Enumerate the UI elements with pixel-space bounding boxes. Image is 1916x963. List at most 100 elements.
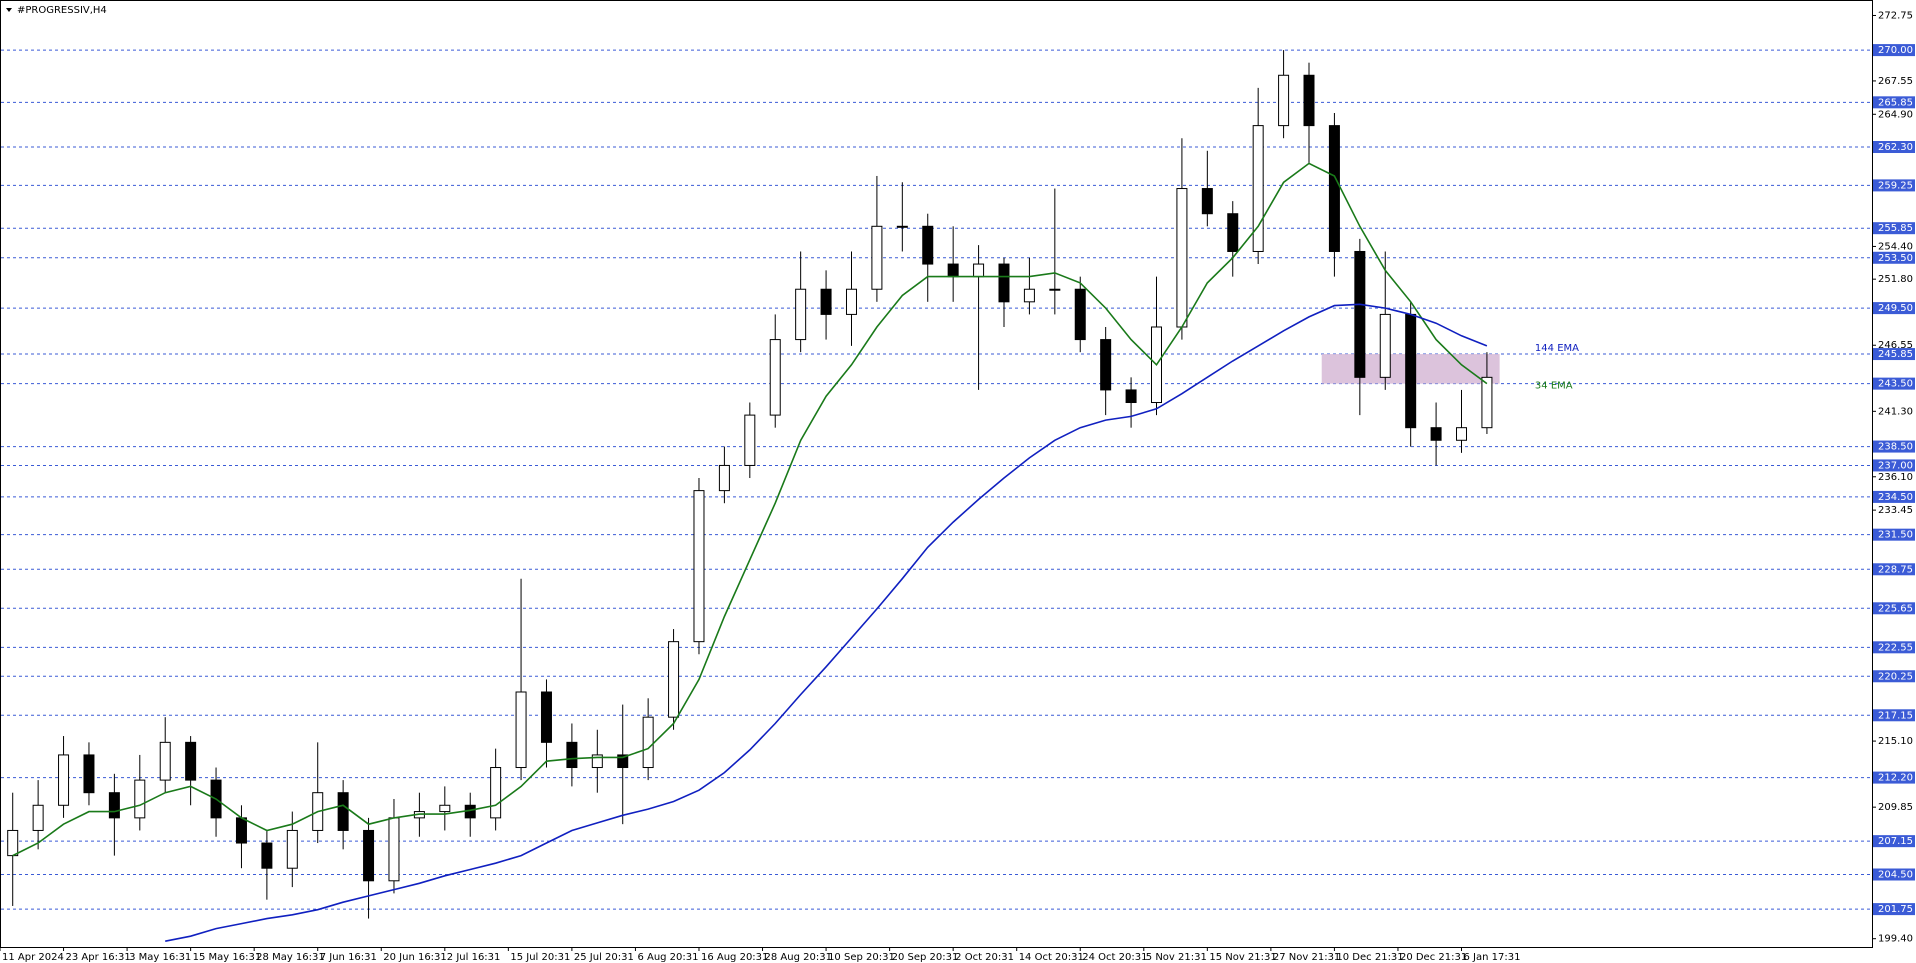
level-label: 204.50 <box>1878 870 1913 881</box>
level-label: 231.50 <box>1878 530 1913 541</box>
candle-body <box>1430 427 1442 441</box>
level-label-box <box>1873 377 1915 390</box>
level-label-box <box>1873 490 1915 503</box>
level-label: 237.00 <box>1878 460 1913 471</box>
level-label-box <box>1873 302 1915 315</box>
x-tick-label: 16 Aug 20:31 <box>701 952 768 963</box>
level-label-box <box>1873 835 1915 848</box>
x-tick-label: 20 Jun 16:31 <box>383 952 447 963</box>
y-tick-label: 254.40 <box>1878 241 1913 252</box>
level-label-box <box>1873 670 1915 683</box>
level-label-box <box>1873 44 1915 57</box>
level-label: 212.20 <box>1878 773 1913 784</box>
menu-triangle <box>6 8 12 12</box>
x-tick-label: 20 Dec 21:31 <box>1400 952 1467 963</box>
level-label-box <box>1873 348 1915 361</box>
level-label: 259.25 <box>1878 180 1913 191</box>
y-tick-label: 199.40 <box>1878 934 1913 945</box>
candle-body <box>1278 74 1290 127</box>
candle-body <box>1100 339 1112 391</box>
candle-body <box>1201 188 1213 215</box>
level-label-box <box>1873 602 1915 615</box>
level-label: 220.25 <box>1878 671 1913 682</box>
candle-body <box>1303 74 1315 127</box>
candle-body <box>820 288 832 315</box>
y-tick-label: 267.55 <box>1878 76 1913 87</box>
x-tick-label: 28 Aug 20:31 <box>765 952 832 963</box>
level-label-box <box>1873 709 1915 722</box>
candle-body <box>591 754 603 769</box>
x-tick-label: 6 Jan 17:31 <box>1464 952 1521 963</box>
candle-body <box>617 754 629 769</box>
candle-body <box>108 792 120 819</box>
candle-body <box>540 691 552 743</box>
level-label-box <box>1873 459 1915 472</box>
candle-body <box>7 829 19 857</box>
x-tick-label: 14 Oct 20:31 <box>1019 952 1084 963</box>
candle-body <box>159 741 171 781</box>
candle-body <box>871 225 883 290</box>
level-label: 270.00 <box>1878 45 1913 56</box>
candle-body <box>744 414 756 466</box>
level-label-box <box>1873 868 1915 881</box>
level-label: 243.50 <box>1878 379 1913 390</box>
candle-body <box>922 225 934 265</box>
level-label-box <box>1873 528 1915 541</box>
candle-body <box>1456 427 1468 441</box>
y-tick-label: 246.55 <box>1878 340 1913 351</box>
candle-body <box>235 817 247 844</box>
candle-body <box>1176 188 1188 328</box>
level-label: 262.30 <box>1878 142 1913 153</box>
y-tick-label: 272.75 <box>1878 10 1913 21</box>
x-tick-label: 10 Dec 21:31 <box>1336 952 1403 963</box>
level-label: 238.50 <box>1878 442 1913 453</box>
candle-body <box>439 804 451 813</box>
candle-body <box>998 263 1010 303</box>
level-label-box <box>1873 563 1915 576</box>
level-label: 253.50 <box>1878 253 1913 264</box>
x-tick-label: 3 May 16:31 <box>129 952 191 963</box>
y-tick-label: 264.90 <box>1878 109 1913 120</box>
candle-body <box>668 641 680 718</box>
candle-body <box>1328 125 1340 252</box>
level-label: 201.75 <box>1878 904 1913 915</box>
level-label-box <box>1873 141 1915 154</box>
x-tick-label: 6 Aug 20:31 <box>637 952 698 963</box>
level-label: 265.85 <box>1878 97 1913 108</box>
x-tick-label: 5 Nov 21:31 <box>1146 952 1207 963</box>
candle-body <box>947 263 959 278</box>
level-label: 228.75 <box>1878 564 1913 575</box>
ema-label: 34 EMA <box>1535 381 1573 392</box>
level-label-box <box>1873 771 1915 784</box>
candle-body <box>1354 250 1366 378</box>
level-label: 217.15 <box>1878 710 1913 721</box>
candle-body <box>566 741 578 769</box>
level-label-box <box>1873 440 1915 453</box>
level-label-box <box>1873 903 1915 916</box>
y-tick-label: 209.85 <box>1878 802 1913 813</box>
candle-body <box>83 754 95 794</box>
level-label: 245.85 <box>1878 349 1913 360</box>
level-label: 225.65 <box>1878 603 1913 614</box>
candle-body <box>845 288 857 315</box>
x-tick-label: 27 Nov 21:31 <box>1273 952 1340 963</box>
candle-body <box>261 842 273 869</box>
candle-body <box>286 829 298 869</box>
x-tick-label: 23 Apr 16:31 <box>66 952 131 963</box>
y-tick-label: 251.80 <box>1878 274 1913 285</box>
level-label-box <box>1873 251 1915 264</box>
level-label: 249.50 <box>1878 303 1913 314</box>
candle-body <box>32 804 44 831</box>
y-tick-label: 241.30 <box>1878 406 1913 417</box>
x-tick-label: 25 Jul 20:31 <box>574 952 634 963</box>
x-tick-label: 2 Oct 20:31 <box>955 952 1014 963</box>
candle-body <box>134 779 146 819</box>
x-tick-label: 24 Oct 20:31 <box>1082 952 1147 963</box>
candle-body <box>185 741 197 781</box>
candle-body <box>795 288 807 341</box>
level-label-box <box>1873 222 1915 235</box>
x-tick-label: 20 Sep 20:31 <box>892 952 959 963</box>
candle-body <box>337 792 349 831</box>
candle-body <box>973 263 985 278</box>
candle-body <box>896 225 908 228</box>
